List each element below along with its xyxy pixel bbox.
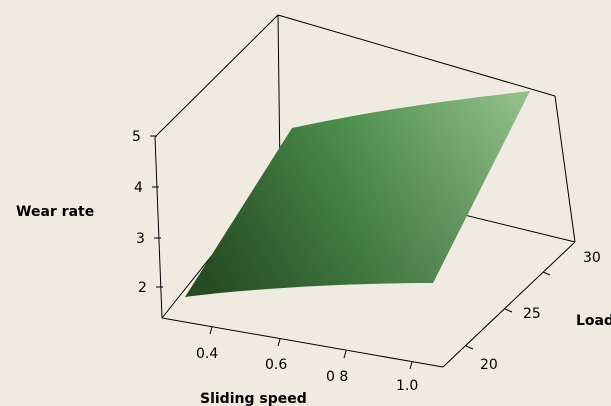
x-tick-label-0.4: 0.4 (196, 346, 218, 362)
z-tick-label-4: 4 (134, 180, 143, 196)
x-axis: 0.4 0.6 0 8 1.0 Sliding speed (196, 326, 418, 406)
x-axis-title: Sliding speed (200, 391, 307, 406)
y-axis: 20 25 30 Load (465, 250, 611, 373)
x-tick-label-0.8: 0 8 (326, 369, 348, 385)
y-tick-label-30: 30 (583, 250, 601, 266)
surface (185, 91, 530, 297)
x-tick-mark-0.6 (277, 338, 281, 347)
right-vertical-edge (554, 95, 576, 243)
surface-shading (185, 91, 530, 297)
left-vertical-edge (154, 136, 163, 319)
x-tick-label-0.6: 0.6 (265, 357, 287, 373)
z-axis: 5 4 3 2 Wear rate (16, 129, 163, 296)
x-tick-mark-1.0 (409, 361, 413, 370)
z-tick-label-2: 2 (138, 280, 147, 296)
y-tick-mark-20 (465, 345, 474, 350)
y-tick-mark-25 (504, 308, 513, 313)
floor-front-edge (161, 317, 444, 368)
floor-right-edge (442, 241, 576, 368)
y-tick-label-20: 20 (480, 357, 498, 373)
y-tick-label-25: 25 (523, 306, 541, 322)
z-tick-label-3: 3 (136, 231, 145, 247)
y-axis-title: Load (576, 313, 611, 329)
x-tick-label-1.0: 1.0 (396, 378, 418, 394)
z-axis-title: Wear rate (16, 204, 94, 220)
back-top-right-edge (277, 14, 556, 97)
x-tick-mark-0.4 (209, 326, 213, 335)
y-tick-mark-30 (542, 271, 551, 276)
z-tick-label-5: 5 (132, 129, 141, 145)
x-tick-mark-0.8 (343, 350, 347, 359)
back-top-edge (154, 14, 279, 138)
back-vertical-edge (277, 14, 281, 171)
